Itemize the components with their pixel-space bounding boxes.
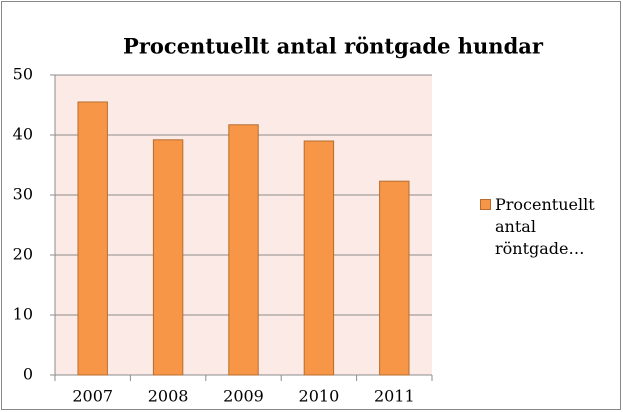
legend: Procentuellt antal röntgade… xyxy=(480,194,595,260)
bar xyxy=(152,139,184,376)
chart-title: Procentuellt antal röntgade hundar xyxy=(123,34,544,59)
y-tick-label: 0 xyxy=(23,365,33,384)
x-tick-label: 2011 xyxy=(374,387,415,406)
y-tick-label: 20 xyxy=(13,245,33,264)
x-tick-label: 2007 xyxy=(72,387,113,406)
y-tick-label: 30 xyxy=(13,185,33,204)
x-tick-label: 2009 xyxy=(223,387,264,406)
bar xyxy=(303,140,335,376)
y-tick-label: 40 xyxy=(13,125,33,144)
y-tick-label: 10 xyxy=(13,305,33,324)
x-tick-label: 2008 xyxy=(148,387,189,406)
legend-swatch xyxy=(480,199,491,210)
x-tick-label: 2010 xyxy=(299,387,340,406)
bar xyxy=(77,101,108,376)
legend-label: Procentuellt antal röntgade… xyxy=(495,195,595,258)
y-tick-label: 50 xyxy=(13,65,33,84)
bar xyxy=(228,124,259,376)
bar xyxy=(379,180,410,376)
